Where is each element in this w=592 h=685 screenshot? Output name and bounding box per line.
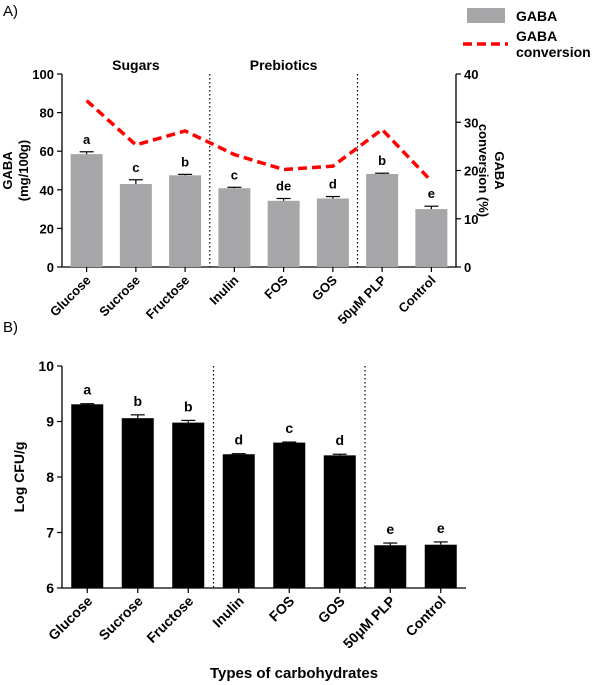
- cfu-bar: [222, 454, 255, 588]
- cfu-bar: [71, 404, 104, 588]
- right-y-tick-label: 20: [464, 164, 478, 179]
- x-tick-label: Inulin: [206, 272, 241, 307]
- conversion-line: [85, 99, 433, 183]
- gaba-bar: [169, 175, 202, 267]
- significance-letter: e: [428, 186, 435, 201]
- left-y-tick-label: 60: [40, 144, 54, 159]
- significance-letter: b: [133, 393, 142, 409]
- right-y-axis-title: GABAconversion (%): [476, 124, 507, 217]
- gaba-bar: [119, 184, 152, 267]
- significance-letter: d: [335, 432, 344, 448]
- cfu-bar: [273, 442, 306, 588]
- x-tick-label: Sucrose: [95, 593, 146, 644]
- left-y-tick-label: 40: [40, 183, 54, 198]
- cfu-bar: [424, 544, 457, 588]
- x-tick-label: GOS: [315, 593, 348, 626]
- legend-gaba-swatch: [467, 8, 505, 23]
- group-label: Sugars: [112, 57, 160, 73]
- y-axis-title: Log CFU/g: [11, 442, 27, 513]
- panel-b-bars: [71, 403, 457, 588]
- gaba-bar: [366, 173, 399, 267]
- y-tick-label: 10: [38, 358, 54, 374]
- significance-letter: c: [285, 420, 293, 436]
- y-tick-label: 9: [46, 414, 54, 430]
- cfu-bar: [374, 545, 407, 588]
- gaba-bar: [70, 154, 103, 267]
- left-y-tick-label: 80: [40, 106, 54, 121]
- gaba-bar: [415, 209, 448, 267]
- x-tick-label: Control: [402, 593, 449, 640]
- right-y-tick-label: 10: [464, 212, 478, 227]
- left-y-tick-label: 20: [40, 221, 54, 236]
- significance-letter: b: [184, 398, 193, 414]
- significance-letter: d: [329, 177, 337, 192]
- panel-a-bars: [70, 151, 448, 267]
- x-tick-label: Control: [395, 273, 438, 316]
- x-tick-label: Sucrose: [96, 273, 143, 320]
- right-y-tick-label: 0: [464, 260, 471, 275]
- significance-letter: c: [231, 167, 238, 182]
- x-tick-label: FOS: [261, 272, 291, 302]
- x-tick-label: 50μM PLP: [335, 272, 390, 327]
- cfu-bar: [121, 418, 154, 588]
- x-tick-label: Inulin: [209, 593, 247, 631]
- significance-letter: d: [234, 432, 243, 448]
- panel-a-legend: GABA GABA conversion: [463, 8, 591, 60]
- x-tick-label: GOS: [309, 272, 340, 303]
- right-y-tick-label: 30: [464, 115, 478, 130]
- y-tick-label: 7: [46, 525, 54, 541]
- significance-letter: e: [437, 520, 445, 536]
- left-y-axis-title: GABA(mg/100g): [0, 140, 31, 201]
- significance-letter: a: [83, 382, 91, 398]
- significance-letter: de: [276, 178, 291, 193]
- significance-letter: e: [386, 521, 394, 537]
- legend-gaba-label: GABA: [516, 8, 557, 24]
- x-tick-label: Glucose: [45, 593, 96, 644]
- left-y-tick-label: 0: [47, 260, 54, 275]
- significance-letter: b: [181, 154, 189, 169]
- panel-a: A) GABA GABA conversion 0 20 40 60 80 100 0 10 20…: [0, 3, 591, 327]
- panel-b-x-axis-title: Types of carbohydrates: [210, 665, 378, 682]
- gaba-bar: [218, 188, 251, 267]
- left-y-tick-label: 100: [32, 67, 54, 82]
- gaba-bar: [267, 200, 300, 267]
- significance-letter: c: [132, 160, 139, 175]
- panel-b-label: B): [3, 319, 18, 336]
- cfu-bar: [323, 455, 356, 588]
- right-y-tick-label: 40: [464, 67, 478, 82]
- y-tick-label: 8: [46, 469, 54, 485]
- significance-letter: a: [83, 132, 91, 147]
- panel-a-axes: [57, 73, 461, 272]
- x-tick-label: Fructose: [143, 273, 192, 322]
- y-tick-label: 6: [46, 580, 54, 596]
- x-tick-label: 50μM PLP: [340, 593, 399, 652]
- x-tick-label: Glucose: [47, 273, 94, 320]
- significance-letter: b: [378, 153, 386, 168]
- x-tick-label: FOS: [266, 593, 298, 625]
- panel-b: B) 6 7 8 9 10 Log CFU/g a Glucose b Sucrose b Fruct…: [3, 319, 466, 682]
- x-tick-label: Fructose: [143, 593, 196, 646]
- legend-conversion-label: GABA conversion: [516, 28, 591, 60]
- panel-a-label: A): [3, 3, 18, 20]
- group-label: Prebiotics: [250, 57, 318, 73]
- panel-a-conversion-line: [85, 99, 433, 183]
- gaba-bar: [316, 198, 349, 267]
- cfu-bar: [172, 422, 205, 588]
